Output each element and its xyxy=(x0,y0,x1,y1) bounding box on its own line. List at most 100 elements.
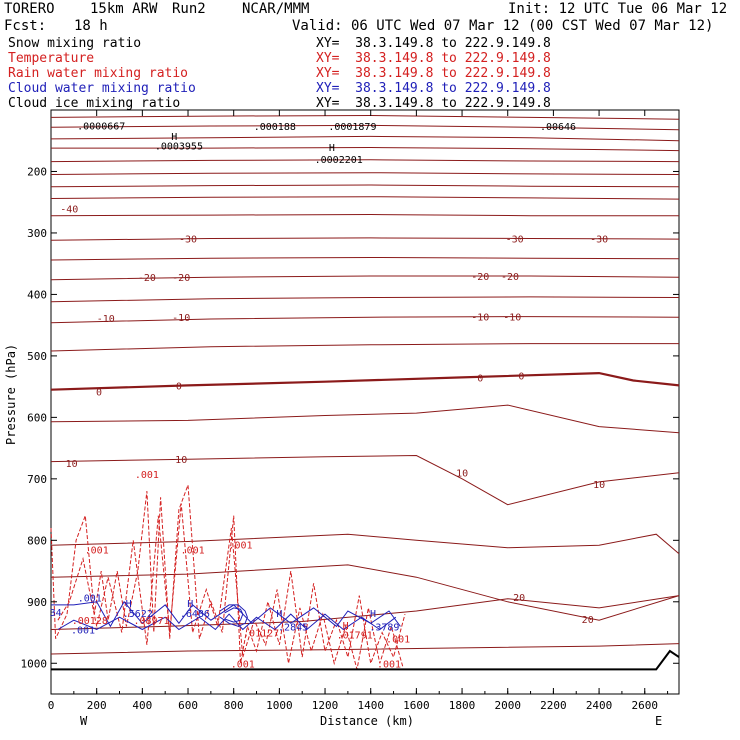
isotherm-line xyxy=(50,159,680,163)
header-model: TORERO xyxy=(4,1,55,17)
x-tick-label: 400 xyxy=(132,699,152,712)
cloud-water-label: H xyxy=(276,609,282,620)
y-tick-label: 600 xyxy=(27,411,47,424)
rain-label: .001 xyxy=(135,470,159,481)
isotherm-line xyxy=(50,114,680,120)
isotherm-line xyxy=(50,275,680,281)
ice-label: .0002201 xyxy=(315,155,363,166)
isotherm-line xyxy=(50,256,680,261)
axes-layer: 0 200 400 600 800 1000 1200 1400 1600 1800 2000 220… xyxy=(21,110,679,712)
y-tick-label: 400 xyxy=(27,288,47,301)
y-tick-label: 300 xyxy=(27,227,47,240)
x-tick-label: 2600 xyxy=(631,699,658,712)
isotherm-line xyxy=(50,184,680,188)
isotherm-label: -20 xyxy=(501,272,519,283)
ice-label: .00646 xyxy=(540,122,576,133)
isotherm-label: 10 xyxy=(175,455,187,466)
x-tick-label: 1800 xyxy=(449,699,476,712)
isotherm-line xyxy=(51,146,680,152)
isotherm-line xyxy=(50,316,680,324)
header-resolution: 15km ARW xyxy=(90,1,158,17)
x-axis-title: Distance (km) xyxy=(320,714,414,728)
isotherm-line xyxy=(50,371,680,391)
y-tick-label: 700 xyxy=(27,473,47,486)
isotherm-label: 20 xyxy=(582,615,594,626)
rain-label: H xyxy=(343,621,349,632)
cloud-water-contour xyxy=(219,604,248,627)
isotherm-line xyxy=(50,404,680,434)
ice-label: H xyxy=(171,132,177,143)
x-tick-label: 1200 xyxy=(312,699,339,712)
isotherm-label: 10 xyxy=(593,480,605,491)
header-fcst-value: 18 h xyxy=(74,18,108,34)
isotherm-label: -10 xyxy=(471,313,489,324)
rain-label: .001 xyxy=(181,546,205,557)
terrain-layer xyxy=(51,649,680,671)
isotherm-layer xyxy=(50,114,680,655)
cloud-water-label: H xyxy=(370,609,376,620)
isotherm-line xyxy=(50,124,680,131)
cloud-water-label: H xyxy=(187,599,193,610)
isotherm-label: 10 xyxy=(456,469,468,480)
x-tick-label: 2000 xyxy=(494,699,521,712)
x-tick-label: 1400 xyxy=(357,699,384,712)
cloud-water-label: .6486 xyxy=(180,609,210,620)
isotherm-label: 0 xyxy=(176,381,182,392)
ice-label: H xyxy=(329,143,335,154)
isotherm-label: 0 xyxy=(477,373,483,384)
cloud-water-label: .001 xyxy=(78,594,102,605)
x-tick-label: 2200 xyxy=(540,699,567,712)
ice-label: .0003955 xyxy=(155,142,203,153)
x-tick-label: 200 xyxy=(87,699,107,712)
isotherm-line xyxy=(50,296,680,303)
isotherm-label: -20 xyxy=(471,272,489,283)
header-fcst-label: Fcst: xyxy=(4,18,47,34)
rain-layer xyxy=(50,484,406,670)
rain-label: .001 xyxy=(85,546,109,557)
x-tick-label: 1600 xyxy=(403,699,430,712)
header-org: NCAR/MMM xyxy=(242,1,310,17)
y-tick-label: 900 xyxy=(27,596,47,609)
header-run: Run2 xyxy=(172,1,206,17)
isotherm-line xyxy=(50,135,680,142)
x-tick-label: 1000 xyxy=(266,699,293,712)
rain-label: .001 xyxy=(377,659,401,670)
legend-ice-xy: XY= 38.3.149.8 to 222.9.149.8 xyxy=(316,96,551,111)
east-label: E xyxy=(655,714,662,728)
legend-snow-xy: XY= 38.3.149.8 to 222.9.149.8 xyxy=(316,36,551,51)
legend-rain-xy: XY= 38.3.149.8 to 222.9.149.8 xyxy=(316,66,551,81)
legend-cloudwater-label: Cloud water mixing ratio xyxy=(8,81,196,96)
x-tick-label: 0 xyxy=(48,699,55,712)
plot-frame xyxy=(50,109,680,695)
isotherm-label: -20 xyxy=(172,273,190,284)
rain-contour xyxy=(50,484,406,666)
isotherm-line xyxy=(50,213,679,217)
isotherm-label: 0 xyxy=(518,372,524,383)
rain-label: .00128 xyxy=(72,616,108,627)
cloud-water-label: .3789 xyxy=(369,622,399,633)
ice-label: .000188 xyxy=(254,122,296,133)
isotherm-label: 10 xyxy=(66,459,78,470)
contour-label-layer: -40 -30 -30 -30 -20 -20 -20 -20 -10 -10 -10 -10 0 0 0 0… xyxy=(50,121,609,670)
isotherm-label: -20 xyxy=(138,273,156,284)
isotherm-line xyxy=(50,564,680,621)
y-tick-label: 1000 xyxy=(21,657,48,670)
rain-label: .08971 xyxy=(133,616,169,627)
isotherm-label: -30 xyxy=(590,235,608,246)
legend-temp-xy: XY= 38.3.149.8 to 222.9.149.8 xyxy=(316,51,551,66)
y-tick-label: 800 xyxy=(27,534,47,547)
isotherm-label: -40 xyxy=(60,204,78,215)
isotherm-line xyxy=(50,595,680,630)
y-axis-title: Pressure (hPa) xyxy=(4,344,18,445)
header-init: Init: 12 UTC Tue 06 Mar 12 xyxy=(508,1,728,17)
cloud-water-contour xyxy=(51,600,401,628)
isotherm-label: -30 xyxy=(506,235,524,246)
legend-cloudwater-xy: XY= 38.3.149.8 to 222.9.149.8 xyxy=(316,81,551,96)
y-tick-label: 200 xyxy=(27,165,47,178)
isotherm-label: 0 xyxy=(96,388,102,399)
x-tick-label: 800 xyxy=(224,699,244,712)
legend-ice-label: Cloud ice mixing ratio xyxy=(8,96,181,111)
cloud-water-label: .001 xyxy=(71,626,95,637)
isotherm-label: -10 xyxy=(172,313,190,324)
